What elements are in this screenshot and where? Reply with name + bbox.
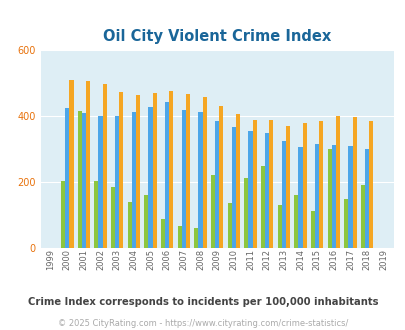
Bar (202, 97, 206, 248)
Bar (61, 181, 65, 248)
Bar (111, 187, 115, 248)
Bar (211, 175, 215, 248)
Bar (368, 121, 373, 248)
Bar (231, 127, 235, 248)
Bar (298, 147, 302, 248)
Bar (314, 144, 318, 248)
Bar (294, 195, 298, 248)
Bar (327, 149, 331, 248)
Title: Oil City Violent Crime Index: Oil City Violent Crime Index (103, 29, 330, 44)
Bar (277, 205, 281, 248)
Bar (318, 121, 323, 248)
Bar (235, 114, 239, 248)
Bar (144, 195, 148, 248)
Bar (181, 110, 185, 248)
Bar (352, 117, 356, 248)
Bar (136, 95, 140, 248)
Bar (77, 111, 82, 248)
Bar (215, 121, 219, 248)
Bar (331, 145, 335, 248)
Bar (82, 113, 86, 248)
Bar (185, 94, 190, 248)
Bar (165, 102, 169, 248)
Bar (248, 131, 252, 248)
Bar (302, 123, 306, 248)
Bar (364, 148, 368, 248)
Bar (65, 108, 69, 248)
Bar (86, 81, 90, 248)
Bar (194, 228, 198, 248)
Bar (98, 115, 102, 248)
Bar (177, 226, 181, 248)
Bar (198, 112, 202, 248)
Bar (269, 120, 273, 248)
Bar (310, 211, 314, 248)
Bar (219, 106, 223, 248)
Bar (152, 93, 156, 248)
Bar (160, 219, 165, 248)
Bar (132, 112, 136, 248)
Text: © 2025 CityRating.com - https://www.cityrating.com/crime-statistics/: © 2025 CityRating.com - https://www.city… (58, 319, 347, 328)
Text: Crime Index corresponds to incidents per 100,000 inhabitants: Crime Index corresponds to incidents per… (28, 297, 377, 307)
Bar (335, 115, 339, 248)
Bar (264, 133, 269, 248)
Bar (285, 126, 290, 248)
Bar (119, 92, 123, 248)
Bar (244, 178, 248, 248)
Bar (252, 120, 256, 248)
Bar (148, 107, 152, 248)
Bar (347, 146, 352, 248)
Bar (260, 166, 264, 248)
Bar (69, 80, 73, 248)
Bar (127, 202, 132, 248)
Bar (169, 91, 173, 248)
Bar (227, 203, 231, 248)
Bar (115, 115, 119, 248)
Bar (343, 199, 347, 248)
Bar (360, 185, 364, 248)
Bar (102, 84, 107, 248)
Bar (281, 141, 285, 248)
Bar (94, 181, 98, 248)
